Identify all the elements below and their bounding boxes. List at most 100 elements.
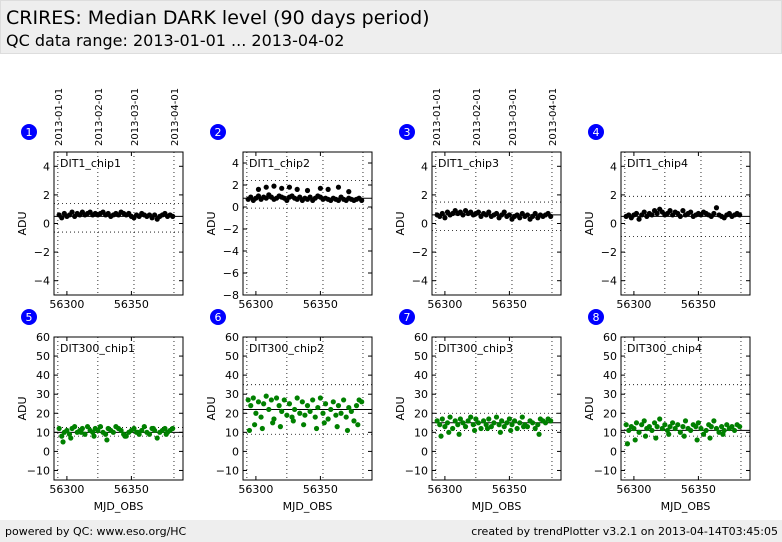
data-point: [146, 431, 153, 437]
panel-6: [210, 309, 373, 481]
y-tick-label: −2: [601, 246, 617, 259]
data-point: [493, 210, 500, 217]
data-point: [504, 420, 510, 426]
data-point: [633, 210, 640, 217]
panel-3: [399, 124, 562, 296]
data-point: [322, 401, 329, 407]
data-point: [439, 210, 445, 217]
plot-frame: [53, 336, 184, 481]
data-point: [162, 425, 168, 432]
data-point: [446, 429, 452, 435]
y-tick-label: 10: [225, 426, 239, 439]
data-point: [666, 431, 672, 437]
data-point: [651, 420, 658, 426]
y-tick-label: 10: [36, 426, 50, 439]
data-point: [548, 213, 554, 219]
plot-frame: [431, 336, 562, 481]
data-point: [64, 427, 70, 434]
x-tick-label: 56350: [492, 483, 527, 496]
data-point: [245, 397, 251, 403]
y-axis-label: ADU: [205, 211, 218, 235]
data-point: [110, 429, 116, 435]
data-point: [623, 422, 629, 428]
data-point: [720, 431, 726, 437]
panel-number-label: 1: [26, 126, 33, 139]
data-point: [141, 424, 147, 430]
data-point: [520, 424, 527, 430]
data-point: [317, 185, 323, 191]
data-point: [695, 420, 702, 426]
data-point: [460, 212, 466, 218]
panel-number-marker: [210, 309, 226, 325]
x-tick-label: 56350: [114, 483, 149, 496]
panel-label: DIT300_chip4: [627, 342, 702, 355]
panel-number-label: 6: [215, 311, 222, 324]
data-point: [672, 425, 678, 432]
data-point: [290, 418, 296, 424]
data-point: [60, 439, 66, 445]
data-point: [667, 424, 673, 430]
data-point: [297, 410, 303, 416]
data-point: [711, 210, 717, 217]
data-point: [517, 215, 523, 221]
data-point: [675, 422, 681, 428]
data-point: [493, 414, 500, 420]
y-tick-label: 0: [610, 445, 617, 458]
y-axis-label: ADU: [394, 211, 407, 235]
data-point: [542, 420, 549, 426]
data-point: [135, 429, 141, 435]
x-axis-label: MJD_OBS: [94, 500, 144, 513]
data-point: [263, 393, 269, 399]
data-point: [524, 212, 531, 218]
data-point: [439, 416, 445, 422]
data-point: [532, 210, 538, 217]
footer-bar: powered by QC: www.eso.org/HC created by…: [0, 520, 782, 542]
page-title: CRIRES: Median DARK level (90 days perio…: [6, 7, 430, 29]
y-tick-label: −6: [223, 267, 239, 280]
data-point: [688, 209, 694, 215]
data-point: [59, 433, 65, 439]
data-point: [677, 429, 683, 435]
data-point: [693, 424, 699, 430]
y-axis-label: ADU: [16, 211, 29, 235]
data-point: [506, 416, 512, 422]
data-point: [152, 212, 158, 218]
x-tick-label: 56350: [681, 298, 716, 311]
data-point: [154, 435, 160, 441]
y-tick-label: −8: [223, 289, 239, 302]
y-axis-label: ADU: [583, 211, 596, 235]
y-tick-label: −4: [412, 275, 428, 288]
x-tick-label: 56350: [303, 483, 338, 496]
y-tick-label: 30: [414, 388, 428, 401]
data-point: [68, 435, 74, 441]
data-point: [270, 420, 276, 426]
data-point: [150, 425, 156, 432]
data-point: [103, 431, 109, 437]
data-point: [478, 425, 484, 432]
x-tick-label: 56300: [49, 298, 84, 311]
x-tick-label: 56300: [427, 483, 462, 496]
data-point: [351, 418, 357, 424]
plot-frame: [242, 336, 373, 481]
y-tick-label: 2: [232, 179, 239, 192]
y-tick-label: 4: [610, 160, 617, 173]
data-point: [170, 425, 176, 432]
data-point: [475, 209, 482, 215]
data-point: [688, 427, 694, 434]
data-point: [514, 425, 520, 432]
data-point: [646, 424, 652, 430]
y-tick-label: 4: [421, 160, 428, 173]
data-point: [707, 435, 713, 441]
data-point: [729, 424, 735, 430]
panel-8: [588, 309, 751, 481]
data-point: [713, 425, 720, 432]
data-point: [139, 427, 145, 434]
data-point: [700, 431, 707, 437]
x-tick-label: 56350: [681, 483, 716, 496]
y-tick-label: 40: [414, 369, 428, 382]
y-tick-label: 0: [421, 445, 428, 458]
data-point: [497, 429, 503, 435]
data-point: [517, 420, 523, 426]
data-point: [659, 425, 665, 432]
